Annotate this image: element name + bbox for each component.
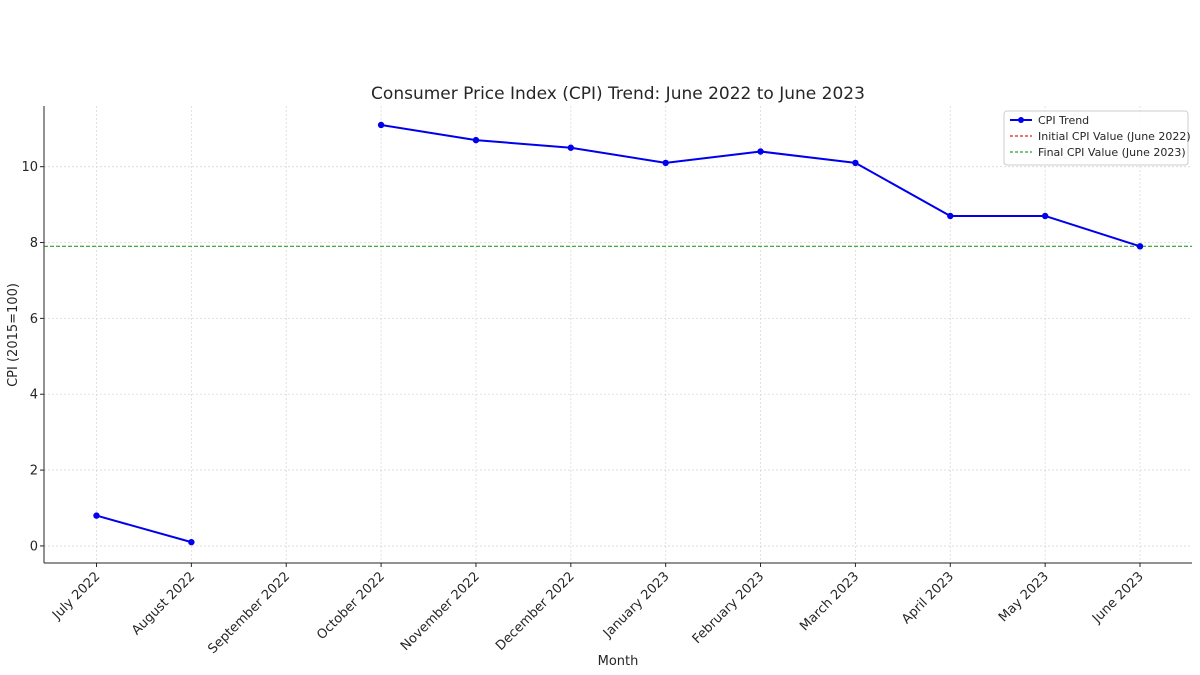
data-point [567, 144, 575, 151]
y-tick-label: 0 [30, 539, 38, 554]
data-point [1136, 243, 1144, 250]
legend-marker [1018, 117, 1024, 123]
data-point [662, 159, 669, 167]
data-point [93, 512, 100, 519]
grid-lines [44, 106, 1192, 563]
x-tick-label: January 2023 [600, 569, 672, 641]
data-point [1041, 212, 1049, 220]
legend-label: CPI Trend [1038, 114, 1089, 127]
x-tick-label: September 2022 [205, 569, 293, 657]
data-point [188, 538, 195, 546]
series-line [96, 514, 192, 544]
x-tick-label: October 2022 [314, 569, 388, 643]
y-tick-label: 8 [30, 236, 38, 251]
x-tick-label: November 2022 [398, 569, 483, 654]
chart-title: Consumer Price Index (CPI) Trend: June 2… [371, 84, 865, 104]
y-tick-label: 6 [30, 312, 38, 327]
x-tick-label: February 2023 [690, 569, 768, 647]
x-axis-title: Month [598, 654, 639, 669]
legend: CPI Trend Initial CPI Value (June 2022) Fi… [1003, 110, 1191, 166]
legend-box [1003, 110, 1189, 166]
x-tick-labels: July 2022 August 2022 September 2022 Octobe… [49, 563, 1147, 657]
x-tick-label: December 2022 [493, 569, 578, 654]
data-point [472, 136, 480, 144]
data-point [757, 148, 764, 155]
x-tick-label: May 2023 [996, 569, 1052, 625]
data-point [377, 121, 385, 129]
x-tick-label: August 2022 [129, 569, 198, 638]
y-tick-label: 10 [21, 160, 38, 175]
x-tick-label: March 2023 [797, 569, 862, 634]
x-tick-label: July 2022 [49, 569, 103, 623]
y-axis-title: CPI (2015=100) [6, 283, 21, 387]
x-tick-label: June 2023 [1089, 569, 1147, 627]
axes [43, 106, 1192, 564]
series-layer [93, 121, 1144, 546]
x-tick-label: April 2023 [899, 569, 957, 627]
y-tick-label: 2 [30, 464, 38, 479]
data-point [947, 212, 954, 220]
data-point [852, 159, 859, 167]
legend-label: Initial CPI Value (June 2022) [1038, 130, 1191, 143]
y-tick-labels: 0 2 4 6 8 10 [21, 160, 44, 554]
y-tick-label: 4 [30, 388, 38, 403]
legend-label: Final CPI Value (June 2023) [1038, 146, 1186, 159]
